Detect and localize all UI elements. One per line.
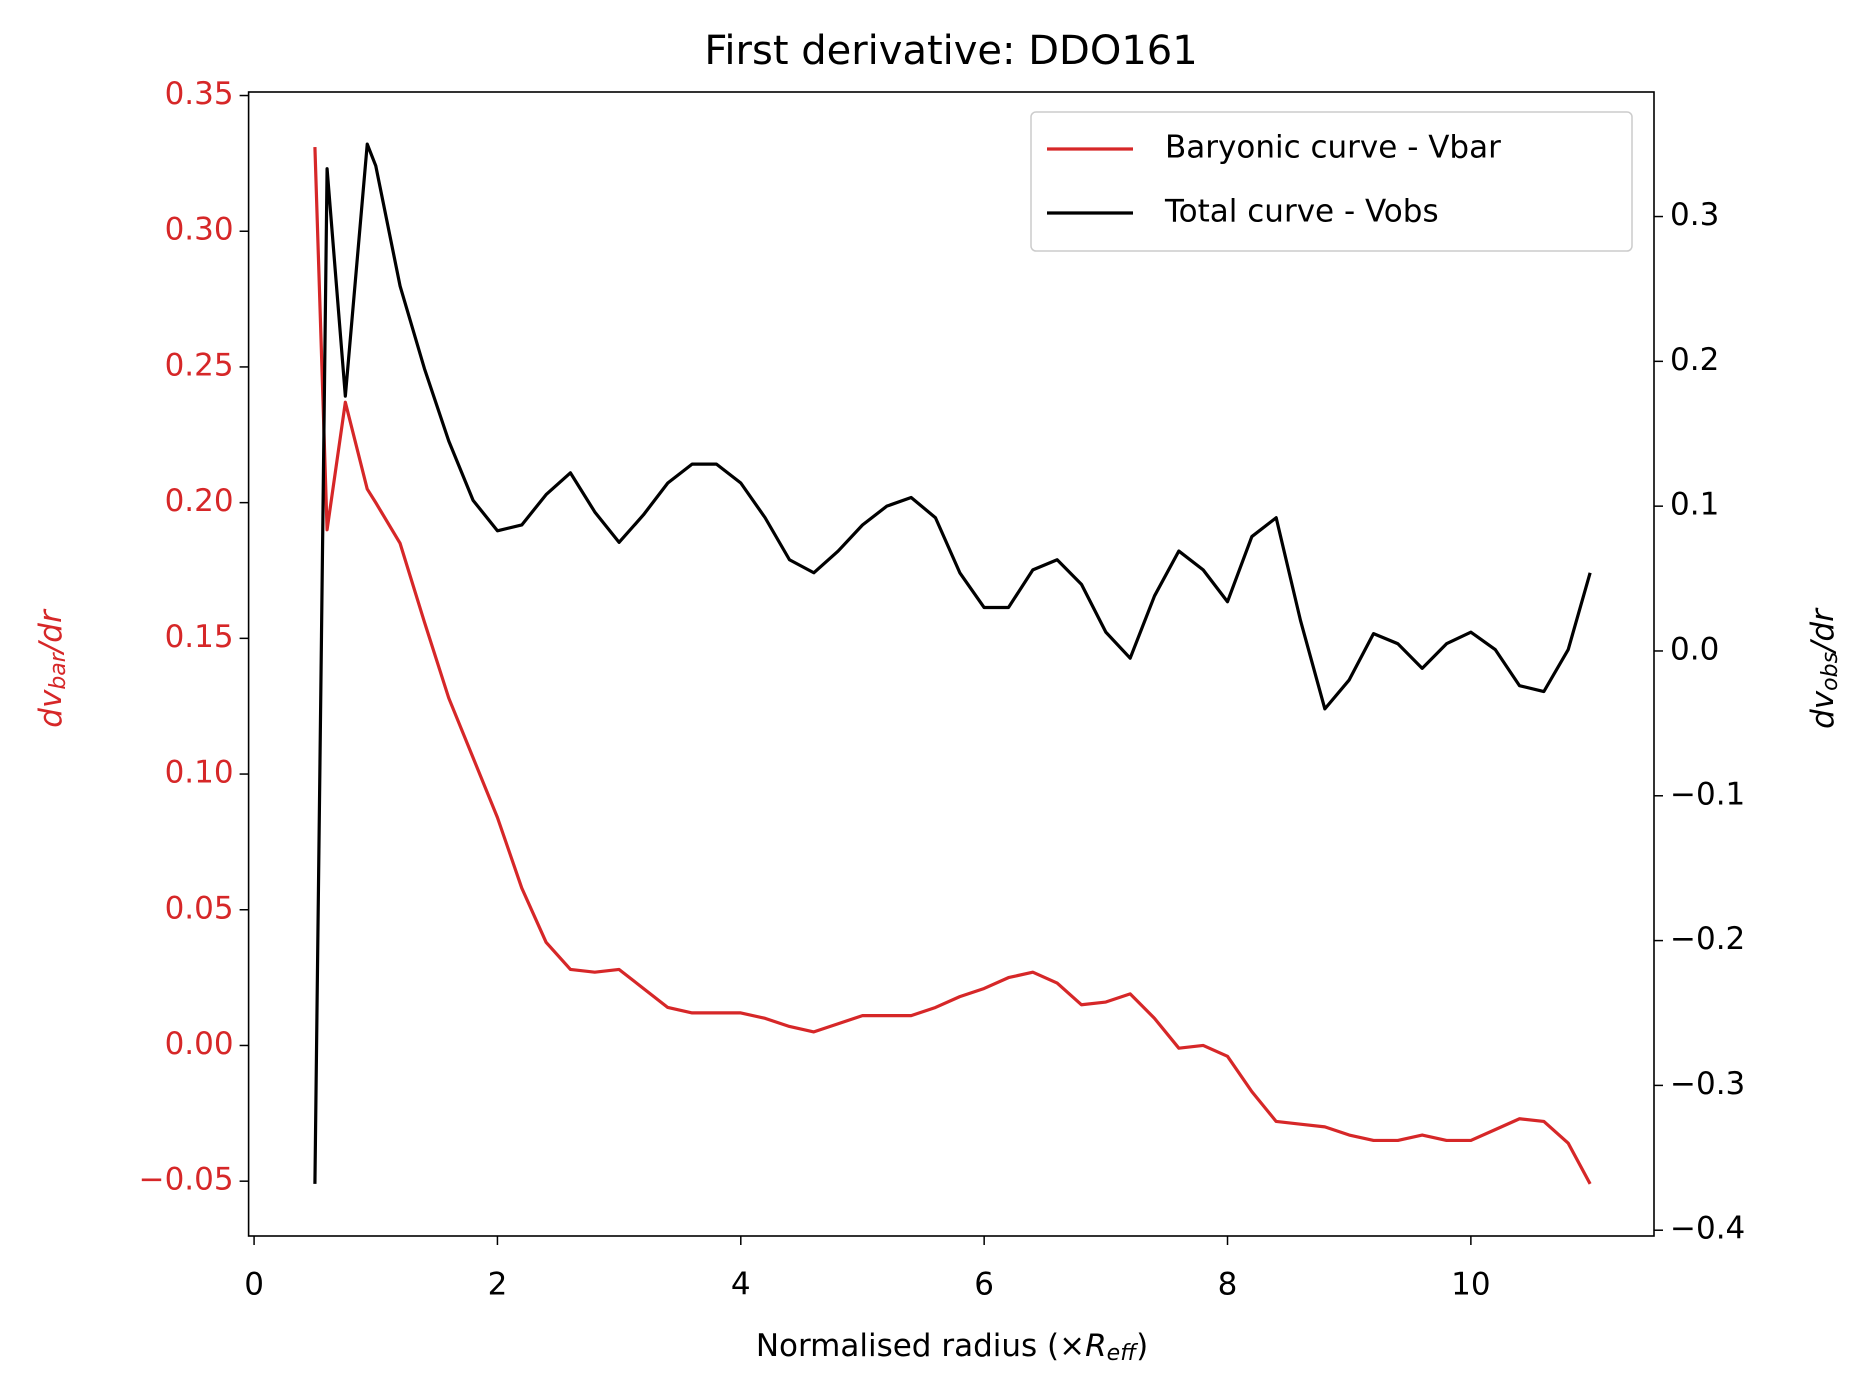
- y2-tick-label: −0.2: [1670, 921, 1745, 957]
- y-tick-label: 0.20: [165, 483, 234, 519]
- x-axis-label-part: R: [1085, 1328, 1107, 1364]
- chart-title: First derivative: DDO161: [704, 28, 1197, 74]
- legend-box: [1030, 111, 1633, 252]
- x-axis-label-part: Normalised radius (×: [756, 1328, 1085, 1364]
- y2-tick-label: −0.1: [1670, 776, 1745, 812]
- x-tick-label: 8: [1218, 1267, 1238, 1303]
- data-line: [313, 142, 1592, 1184]
- y-tick-label: 0.05: [165, 890, 234, 926]
- y-tick-label: 0.30: [165, 212, 234, 248]
- data-line: [313, 147, 1592, 1185]
- y-tick-label: 0.15: [165, 619, 234, 655]
- y-tick-label: 0.00: [165, 1026, 234, 1062]
- y2-axis-label-part: /dr: [1805, 607, 1841, 655]
- y-axis-label-part: dv: [33, 689, 69, 728]
- x-tick-label: 4: [731, 1267, 751, 1303]
- y-axis-label: dvbar/dr: [33, 608, 72, 728]
- y-axis-label-part: bar: [46, 651, 71, 689]
- y-tick-label: −0.05: [139, 1162, 234, 1198]
- x-axis-label-part: eff: [1107, 1341, 1139, 1366]
- y2-tick-label: 0.0: [1670, 631, 1719, 667]
- y2-axis-label: dvobs/dr: [1805, 607, 1844, 729]
- x-axis-label: Normalised radius (×Reff): [756, 1328, 1148, 1367]
- x-tick-label: 0: [244, 1267, 264, 1303]
- x-tick-label: 10: [1451, 1267, 1490, 1303]
- y2-axis-label-part: dv: [1805, 690, 1841, 729]
- y-tick-label: 0.25: [165, 347, 234, 383]
- x-tick-label: 6: [974, 1267, 994, 1303]
- y2-tick-label: 0.2: [1670, 342, 1719, 378]
- y-tick-label: 0.10: [165, 755, 234, 791]
- y2-axis-label-part: obs: [1818, 652, 1843, 691]
- legend-label: Baryonic curve - Vbar: [1165, 130, 1501, 166]
- x-tick-label: 2: [488, 1267, 508, 1303]
- y2-tick-label: 0.3: [1670, 197, 1719, 233]
- y2-tick-label: 0.1: [1670, 487, 1719, 523]
- x-axis-label-part: ): [1136, 1328, 1148, 1364]
- y-tick-label: 0.35: [165, 76, 234, 112]
- y2-tick-label: −0.4: [1670, 1211, 1745, 1247]
- y2-tick-label: −0.3: [1670, 1066, 1745, 1102]
- y-axis-label-part: /dr: [33, 608, 69, 656]
- plot-frame: [247, 91, 1655, 1237]
- legend-label: Total curve - Vobs: [1164, 194, 1439, 230]
- legend: Baryonic curve - Vbar Total curve - Vobs: [1030, 111, 1633, 252]
